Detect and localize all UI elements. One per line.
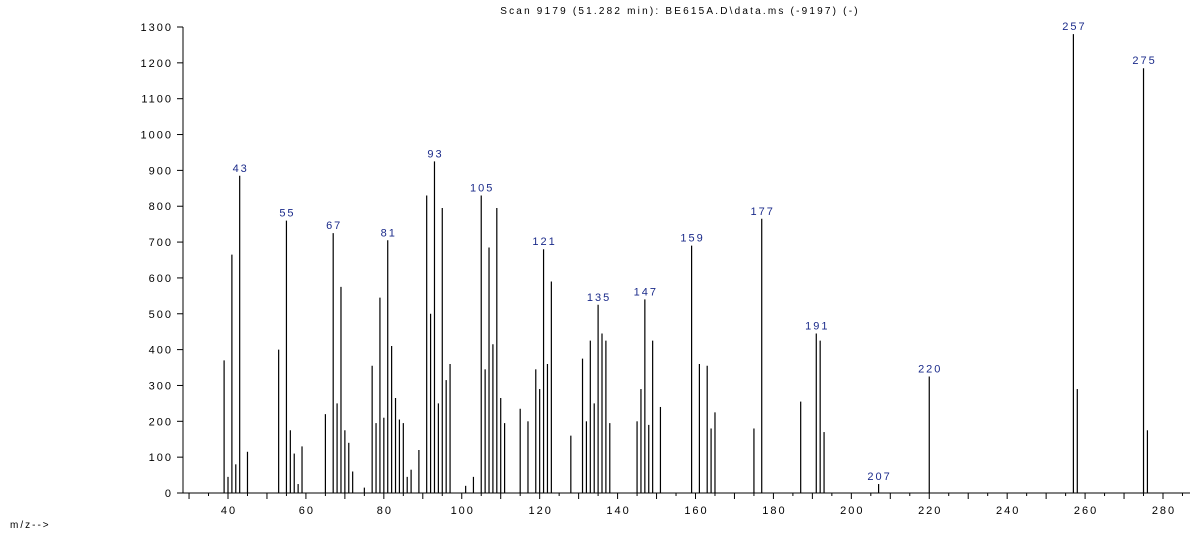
chart-title: Scan 9179 (51.282 min): BE615A.D\data.ms… [500,6,860,17]
x-tick-label: 120 [528,505,552,517]
x-tick-label: 140 [606,505,630,517]
spectrum-peaks [223,34,1149,493]
y-tick-label: 0 [165,488,173,500]
peak-label: 177 [751,206,775,218]
y-tick-label: 100 [149,452,173,464]
x-axis-label: m/z--> [10,520,51,531]
y-tick-label: 1000 [141,130,173,142]
x-tick-label: 200 [840,505,864,517]
peak-label: 67 [326,220,342,232]
y-tick-label: 800 [149,201,173,213]
x-tick-label: 280 [1152,505,1176,517]
y-tick-label: 900 [149,165,173,177]
y-tick-label: 500 [149,309,173,321]
peak-label: 121 [532,236,556,248]
y-tick-label: 600 [149,273,173,285]
peak-label: 207 [867,471,891,483]
y-axis-ticks: 0 100 200 300 400 500 600 700 800 900 1000 1100 1200… [141,22,183,500]
x-tick-label: 100 [451,505,475,517]
y-tick-label: 1200 [141,58,173,70]
x-tick-label: 160 [684,505,708,517]
peak-label: 93 [427,148,443,160]
peak-label: 159 [680,233,704,245]
y-tick-label: 300 [149,380,173,392]
peak-label: 105 [470,182,494,194]
peak-label: 275 [1132,55,1156,67]
y-tick-label: 1300 [141,22,173,34]
peak-label: 43 [233,163,249,175]
peak-label: 147 [634,286,658,298]
x-tick-label: 180 [762,505,786,517]
peak-label: 55 [279,208,295,220]
x-tick-label: 60 [299,505,315,517]
y-tick-label: 1100 [141,94,173,106]
peak-label: 191 [805,320,829,332]
x-axis-ticks: 40 60 80 100 120 140 160 180 200 220 240 260 280 [188,493,1183,517]
peak-label: 257 [1062,21,1086,33]
x-tick-label: 240 [996,505,1020,517]
x-tick-label: 80 [377,505,393,517]
y-tick-label: 400 [149,345,173,357]
peak-label: 81 [381,227,397,239]
y-tick-label: 200 [149,416,173,428]
x-tick-label: 40 [221,505,237,517]
peak-labels: 43 55 67 81 93 105 121 135 147 159 177 191 207 220 257… [233,21,1156,483]
y-tick-label: 700 [149,237,173,249]
peak-label: 135 [587,292,611,304]
peak-label: 220 [918,364,942,376]
x-tick-label: 220 [918,505,942,517]
x-tick-label: 260 [1074,505,1098,517]
